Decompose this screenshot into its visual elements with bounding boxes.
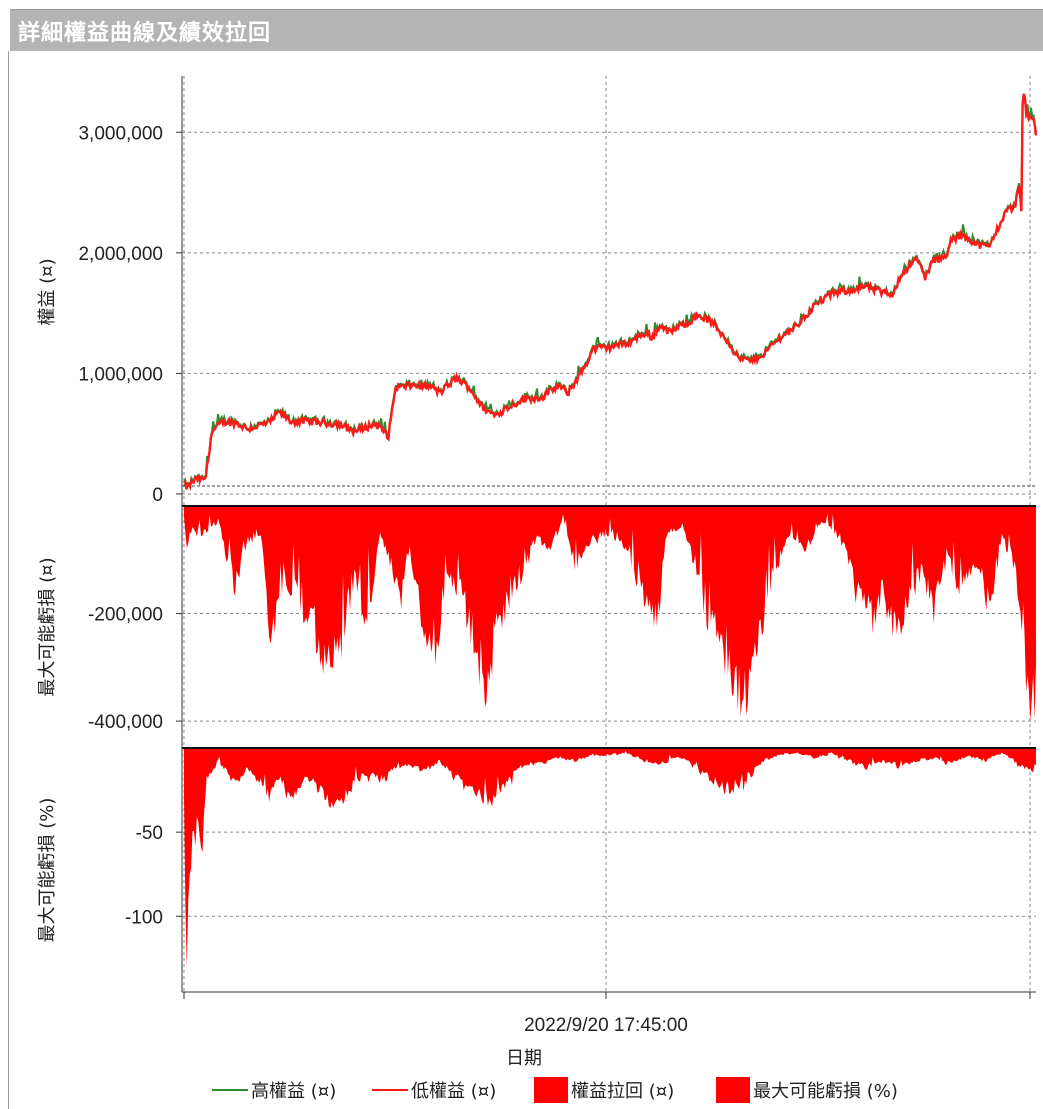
y-tick-label: 2,000,000 [78,244,163,265]
legend-label: 最大可能虧損 (%) [753,1081,898,1102]
window-title: 詳細權益曲線及績效拉回 [18,21,272,46]
y-tick-label: -50 [136,823,163,844]
window-left-border [8,51,9,1109]
legend-swatch [716,1077,750,1103]
series-low-equity-line [183,93,1038,491]
legend-swatch [534,1077,568,1103]
title-bar: 詳細權益曲線及績效拉回 [10,9,1043,51]
series-drawdown-area [184,506,1036,722]
x-tick-label: 2022/9/20 17:45:00 [524,1015,688,1036]
legend-label: 低權益 (¤) [411,1081,496,1102]
y-tick-label: -400,000 [88,712,163,733]
y-tick-label: -200,000 [88,605,163,626]
y-axis-title: 最大可能虧損 (%) [37,798,58,943]
series-drawdown-pct-area [184,748,1036,967]
legend-item: 高權益 (¤) [212,1081,336,1102]
y-tick-label: -100 [125,907,163,928]
legend-item: 低權益 (¤) [372,1081,496,1102]
y-tick-label: 1,000,000 [78,364,163,385]
legend-item: 最大可能虧損 (%) [716,1077,898,1103]
legend-item: 權益拉回 (¤) [534,1077,674,1103]
window-top [0,0,1043,9]
series-high-equity-line [183,93,1037,491]
legend-label: 權益拉回 (¤) [571,1081,674,1102]
y-axis-title: 最大可能虧損 (¤) [37,557,58,696]
x-axis-title: 日期 [506,1048,542,1069]
y-tick-label: 0 [152,485,163,506]
legend-label: 高權益 (¤) [251,1081,336,1102]
y-axis-title: 權益 (¤) [37,258,58,325]
y-tick-label: 3,000,000 [78,123,163,144]
